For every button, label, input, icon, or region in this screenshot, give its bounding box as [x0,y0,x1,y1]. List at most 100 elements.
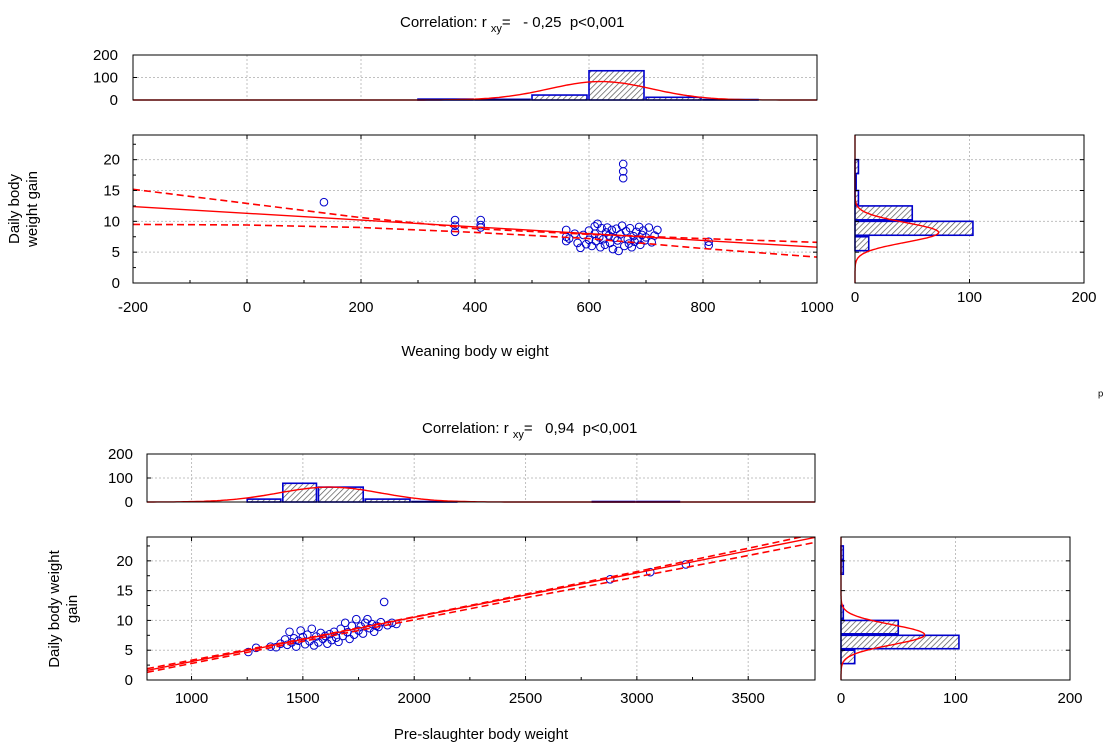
x-tick-label: -200 [118,299,148,316]
data-point [645,567,655,577]
chart-title: Correlation: r xy= 0,94 p<0,001 [422,420,637,441]
x-tick-label: 3500 [732,690,765,707]
x-tick-label: 1000 [175,690,208,707]
data-point [291,642,301,651]
data-point [581,239,591,249]
x-tick-label: 3000 [620,690,653,707]
confidence-band-lower [147,541,815,674]
top-hist-bar [588,69,645,101]
data-point [602,223,612,232]
y-tick-label: 10 [103,213,120,230]
data-point [594,233,604,242]
y-tick-label: 5 [112,244,120,261]
data-point [285,627,294,637]
data-point [573,238,582,248]
data-point [334,637,343,647]
data-point [316,628,325,638]
data-point [601,228,611,237]
data-point [596,242,605,252]
data-point [653,225,662,235]
y-tick-label: 0 [112,275,120,292]
x-axis-label: Weaning body w eight [401,343,549,360]
side-hist-x-tick-label: 200 [1071,289,1096,306]
y-tick-label: 10 [116,612,133,629]
x-tick-label: 0 [243,299,251,316]
scatter-plot: 1000 1500 2000 2500 3000 3500 0 5 10 15 20 [116,536,816,707]
data-point [309,641,319,650]
side-hist-x-tick-label: 100 [943,690,968,707]
data-point [352,614,361,624]
title-suffix: = - 0,25 p<0,001 [502,14,625,31]
side-histogram: 0 100 200 [851,134,1097,306]
side-histogram: 0 100 200 [837,536,1083,707]
title-subscript: xy [491,23,503,35]
top-histogram: 0 100 200 [93,47,818,109]
x-tick-label: 600 [576,299,601,316]
plot-marks [147,537,815,674]
plot-area [147,537,815,680]
data-point [618,173,628,183]
y-axis-label-line: gain [64,595,81,623]
title-prefix: Correlation: r [422,420,513,437]
x-axis-label: Pre-slaughter body weight [394,726,569,743]
title-subscript: xy [513,429,525,441]
data-point [450,215,460,225]
x-tick-label: 2000 [398,690,431,707]
y-tick-label: 5 [125,642,133,659]
y-tick-label: 15 [116,583,133,600]
title-prefix: Correlation: r [400,14,491,31]
data-point [608,244,618,254]
data-point [331,633,341,642]
top-hist-y-tick-label: 100 [93,70,118,87]
top-histogram: 0 100 200 [108,446,816,511]
data-point [644,223,654,232]
y-tick-label: 0 [125,672,133,689]
top-hist-y-tick-label: 0 [110,92,118,109]
data-point [307,624,317,634]
regression-line [147,537,815,672]
data-point [618,167,628,176]
y-axis-label-line: weight gain [24,171,41,248]
data-point [319,197,329,207]
top-hist-y-tick-label: 200 [108,446,133,463]
data-point [363,614,372,624]
y-axis-label-line: Daily body [6,173,23,244]
data-point [379,597,389,607]
data-point [289,633,299,643]
scatter-plot: -200 0 200 400 600 800 1000 0 5 10 15 20 [103,134,834,316]
chart-title: Correlation: r xy= - 0,25 p<0,001 [400,14,624,35]
regression-line [133,205,817,248]
data-point [650,231,659,240]
data-point [600,240,610,250]
corner-mark: ᵖ [1098,387,1103,403]
y-axis-label-line: Daily body weight [46,549,63,667]
confidence-band-upper [133,188,817,244]
side-hist-bar [854,235,870,252]
x-tick-label: 400 [462,299,487,316]
data-point [607,225,617,235]
side-hist-bar [854,220,974,237]
data-point [282,640,292,650]
y-tick-label: 15 [103,183,120,200]
top-hist-y-tick-label: 200 [93,47,118,64]
y-tick-label: 20 [103,152,120,169]
plot-frame [146,536,816,681]
x-tick-label: 200 [348,299,373,316]
x-tick-label: 1500 [286,690,319,707]
data-point [244,647,253,657]
x-tick-label: 2500 [509,690,542,707]
chart-weaning-weight: Correlation: r xy= - 0,25 p<0,001 -200 0 20… [6,14,1097,360]
top-hist-bar [531,94,588,101]
data-point [597,223,606,233]
top-hist-y-tick-label: 100 [108,470,133,487]
title-suffix: = 0,94 p<0,001 [524,420,637,437]
y-axis-label: Daily bodyweight gain [6,171,41,248]
data-point [300,639,310,649]
y-tick-label: 20 [116,553,133,570]
side-hist-area [841,537,1070,680]
data-point [636,240,645,250]
side-hist-x-tick-label: 0 [851,289,859,306]
data-point [614,246,623,256]
top-hist-bar [282,482,318,503]
